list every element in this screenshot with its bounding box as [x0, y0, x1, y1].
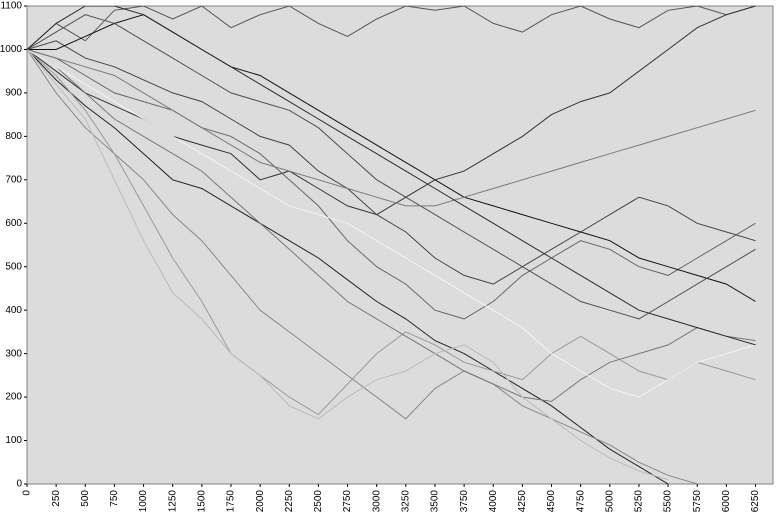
plot-area: [26, 5, 774, 485]
series-line: [27, 40, 756, 285]
x-tick-label: 3500: [430, 490, 441, 513]
y-tick-label: 300: [5, 348, 22, 359]
lines: [27, 6, 756, 484]
x-tick-label: 1500: [196, 490, 207, 513]
series-line: [27, 49, 756, 207]
x-tick-label: 5750: [692, 490, 703, 513]
y-tick-label: 700: [5, 174, 22, 185]
y-tick-label: 600: [5, 218, 22, 229]
y-tick-label: 100: [5, 435, 22, 446]
x-tick-label: 4000: [488, 490, 499, 513]
x-tick-label: 6250: [750, 490, 761, 513]
series-line: [27, 49, 698, 484]
x-tick-label: 0: [22, 490, 33, 496]
series-line: [27, 49, 756, 398]
y-tick-label: 400: [5, 305, 22, 316]
x-tick-label: 2250: [284, 490, 295, 513]
x-tick-label: 250: [51, 490, 62, 507]
y-tick-label: 0: [16, 479, 22, 490]
series-line: [27, 49, 756, 320]
x-tick-label: 4250: [517, 490, 528, 513]
x-tick-label: 4750: [575, 490, 586, 513]
x-tick-label: 1250: [167, 490, 178, 513]
series-line: [27, 14, 756, 320]
y-tick-label: 900: [5, 88, 22, 99]
x-tick-label: 5000: [604, 490, 615, 513]
y-tick-label: 1100: [0, 1, 22, 12]
x-tick-label: 6000: [721, 490, 732, 513]
x-tick-label: 2750: [342, 490, 353, 513]
series-line: [27, 49, 669, 481]
x-tick-label: 3750: [459, 490, 470, 513]
x-tick-label: 3250: [400, 490, 411, 513]
series-line: [27, 49, 756, 416]
x-tick-label: 3000: [371, 490, 382, 513]
x-tick-label: 2500: [313, 490, 324, 513]
x-tick-label: 2000: [255, 490, 266, 513]
y-tick-label: 500: [5, 261, 22, 272]
series-line: [27, 6, 756, 50]
x-tick-label: 500: [80, 490, 91, 507]
y-tick-label: 1000: [0, 44, 22, 55]
y-tick-label: 800: [5, 131, 22, 142]
x-tick-label: 1000: [138, 490, 149, 513]
series-line: [27, 49, 669, 484]
x-tick-label: 750: [109, 490, 120, 507]
x-tick-label: 5250: [634, 490, 645, 513]
x-tick-label: 4500: [546, 490, 557, 513]
x-tick-label: 1750: [226, 490, 237, 513]
y-tick-label: 200: [5, 392, 22, 403]
series-line: [27, 49, 756, 402]
series-line: [27, 6, 756, 346]
x-tick-label: 5500: [663, 490, 674, 513]
